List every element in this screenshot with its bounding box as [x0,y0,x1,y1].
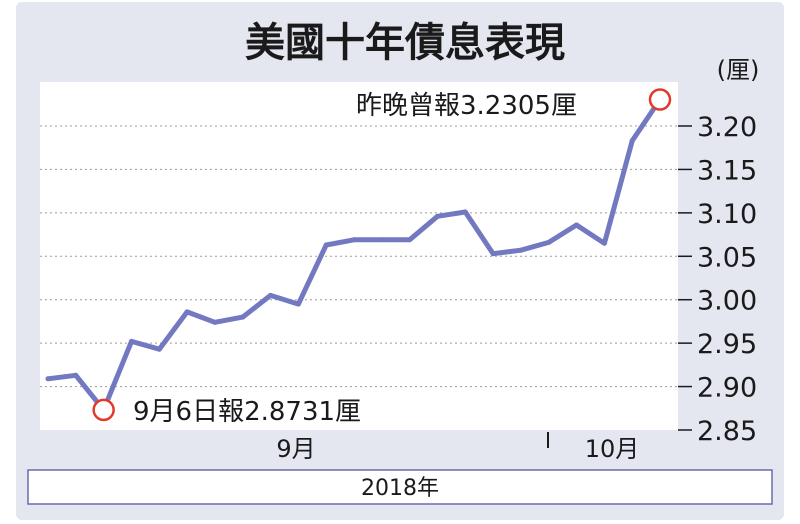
y-tick-label: 3.15 [697,155,757,186]
data-point [45,376,51,382]
data-point [379,237,385,243]
x-tick-label-sep: 9月 [276,435,315,463]
data-point [128,338,134,344]
y-axis-unit-label: (厘) [717,56,760,84]
annotation-high: 昨晚曾報3.2305厘 [356,91,577,121]
low-marker [92,398,115,422]
data-point [407,237,413,243]
gridlines [40,125,678,388]
series-group [45,88,672,422]
high-marker [648,88,672,111]
data-point [156,346,162,352]
annotation-low: 9月6日報2.8731厘 [133,397,361,427]
y-tick-label: 3.10 [697,199,757,230]
data-point [490,251,496,257]
data-point [184,309,190,315]
y-tick-label: 2.90 [697,373,757,404]
y-tick-label: 3.05 [697,242,757,273]
year-bar [27,469,773,505]
y-tick-label: 2.85 [697,416,757,447]
data-point [434,213,440,219]
data-point [601,240,607,246]
data-point [351,237,357,243]
data-point [323,242,329,248]
data-point [546,239,552,245]
data-point [268,292,274,298]
data-point [240,314,246,320]
data-point [295,301,301,307]
y-tick-label: 3.00 [697,286,757,317]
data-point [212,319,218,325]
chart-title: 美國十年債息表現 [245,19,565,66]
data-point [518,247,524,253]
y-tick-label: 3.20 [697,112,757,143]
x-tick-label-oct: 10月 [585,435,640,463]
data-point [574,222,580,228]
y-axis-ticks: 3.20 3.15 3.10 3.05 3.00 2.95 2.90 2.85 [678,112,757,447]
year-label: 2018年 [361,476,439,501]
data-point [629,138,635,144]
data-point [462,209,468,215]
y-tick-label: 2.95 [697,329,757,360]
data-point [73,372,79,378]
